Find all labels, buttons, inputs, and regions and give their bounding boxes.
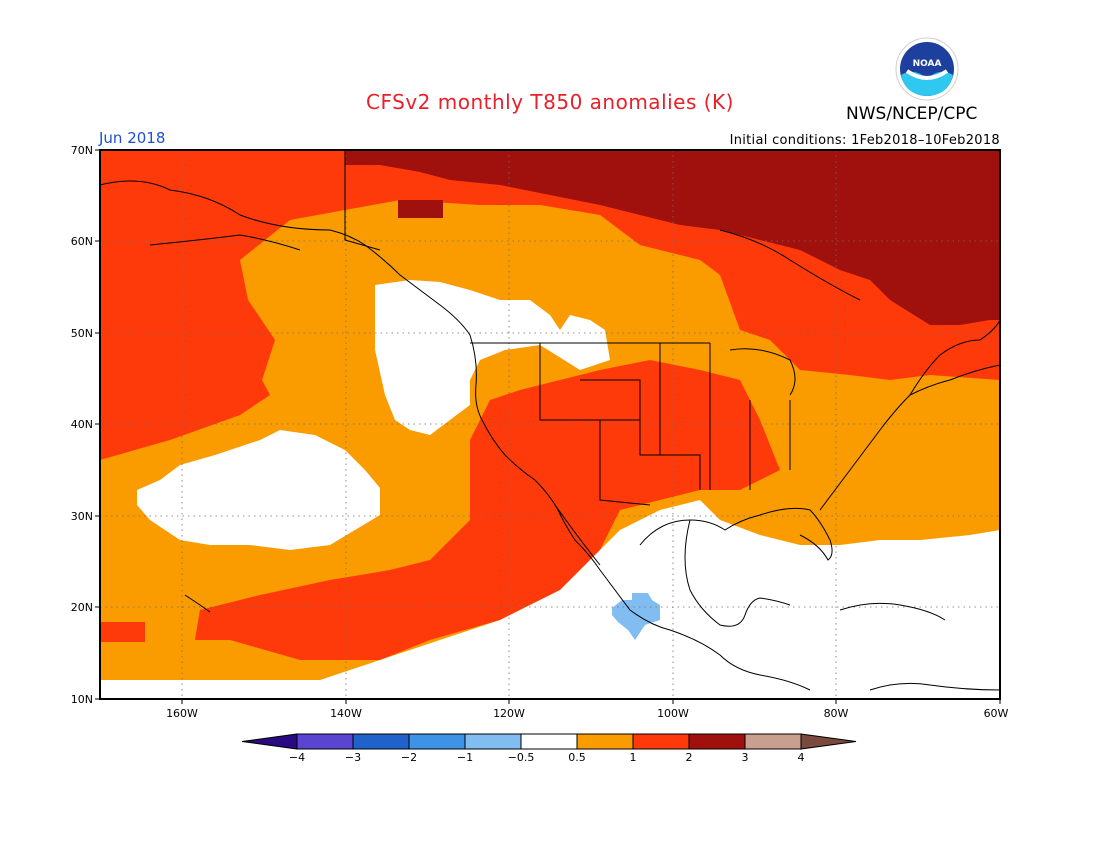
colorbar-arrow-high	[800, 733, 857, 750]
forecast-period: Jun 2018	[99, 129, 166, 147]
colorbar-tick-label: 4	[798, 751, 805, 764]
colorbar-tick-label: 1	[630, 751, 637, 764]
near-normal-region-subtropical-pacific	[137, 430, 380, 550]
lat-tick-label: 20N	[71, 601, 93, 614]
lon-tick-label: 100W	[657, 707, 689, 720]
lon-tick-label: 60W	[984, 707, 1009, 720]
colorbar-swatch	[520, 733, 578, 750]
lon-tick-label: 160W	[166, 707, 198, 720]
colorbar-swatch	[632, 733, 690, 750]
agency-label: NWS/NCEP/CPC	[846, 104, 978, 124]
anomaly-2-3-region	[345, 150, 1000, 325]
colorbar-tick-label: −4	[289, 751, 305, 764]
lat-tick-label: 10N	[71, 693, 93, 706]
colorbar-labels: −4 −3 −2 −1 −0.5 0.5 1 2 3 4	[289, 751, 805, 764]
colorbar-swatch	[576, 733, 634, 750]
anomaly-2-3-small-patch	[398, 200, 443, 218]
anomaly-field	[100, 150, 1000, 699]
colorbar-tick-label: −1	[457, 751, 473, 764]
colorbar-swatch	[296, 733, 354, 750]
colorbar-tick-label: 2	[686, 751, 693, 764]
map-title: CFSv2 monthly T850 anomalies (K)	[366, 90, 734, 114]
lat-tick-label: 40N	[71, 418, 93, 431]
anomaly-1-2-pacific-tongue	[195, 360, 780, 660]
initial-conditions: Initial conditions: 1Feb2018–10Feb2018	[729, 133, 1000, 148]
colorbar-tick-label: −0.5	[508, 751, 535, 764]
lat-tick-label: 70N	[71, 144, 93, 157]
latitude-axis: 70N 60N 50N 40N 30N 20N 10N	[71, 144, 100, 706]
noaa-logo: NOAA	[895, 37, 959, 101]
colorbar-swatch	[408, 733, 466, 750]
coastlines	[100, 150, 1000, 691]
lat-tick-label: 30N	[71, 510, 93, 523]
longitude-axis: 160W 140W 120W 100W 80W 60W	[166, 699, 1009, 720]
colorbar-arrow-low	[241, 733, 298, 750]
anomaly-0.5-1-southern-band	[100, 600, 540, 680]
lon-tick-label: 120W	[493, 707, 525, 720]
near-normal-region-south	[100, 500, 1000, 699]
lon-tick-label: 140W	[330, 707, 362, 720]
colorbar-swatch	[688, 733, 746, 750]
lat-tick-label: 50N	[71, 327, 93, 340]
logo-text: NOAA	[913, 59, 942, 69]
colorbar-tick-label: 0.5	[568, 751, 586, 764]
anomaly-1-2-southern-belt	[195, 515, 600, 660]
colorbar-tick-label: −3	[345, 751, 361, 764]
lon-tick-label: 80W	[824, 707, 849, 720]
colorbar-swatch	[464, 733, 522, 750]
colorbar-tick-label: 3	[742, 751, 749, 764]
graticule	[100, 150, 1000, 699]
colorbar-tick-label: −2	[401, 751, 417, 764]
anomaly-1-2-small-patch	[100, 622, 145, 642]
near-normal-region-pacific-northwest	[375, 280, 610, 435]
lat-tick-label: 60N	[71, 235, 93, 248]
colorbar-swatch	[352, 733, 410, 750]
colorbar	[241, 733, 857, 750]
colorbar-swatch	[744, 733, 802, 750]
anomaly-minus-0.5-region	[612, 593, 660, 640]
